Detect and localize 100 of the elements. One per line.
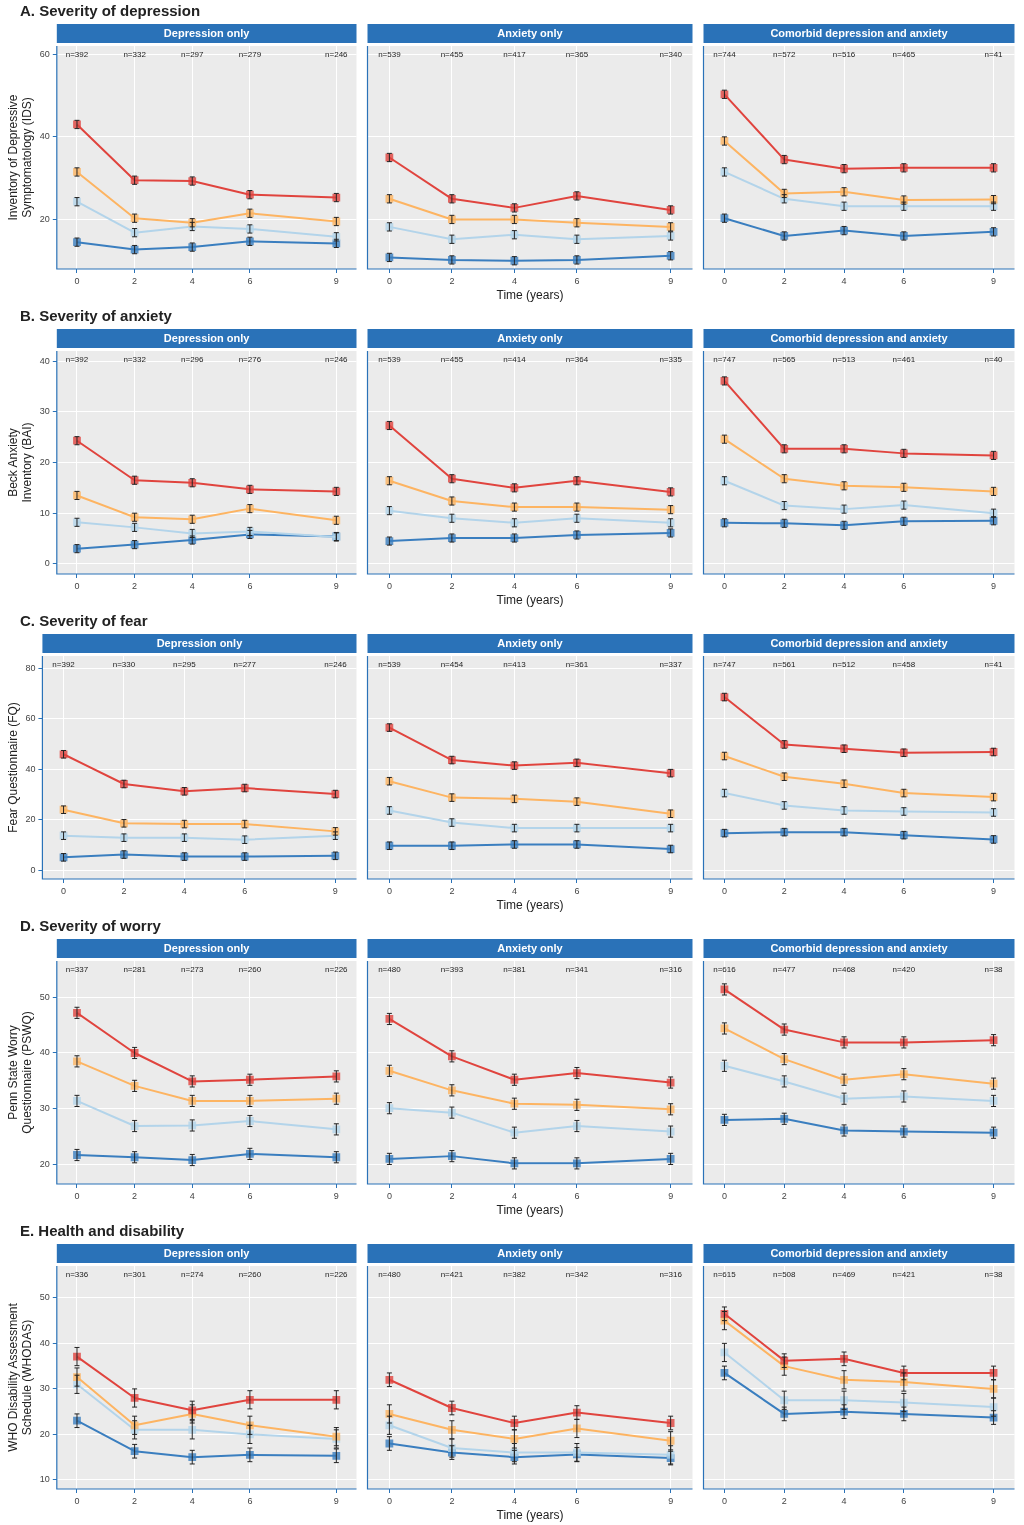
chart-subtitle: Anxiety only: [497, 26, 564, 39]
x-tick-label: 0: [386, 885, 392, 896]
x-tick-label: 4: [189, 580, 195, 591]
x-tick-label: 9: [991, 1190, 997, 1201]
annotation: n=392: [52, 660, 76, 670]
chart-title: D. Severity of worry: [19, 916, 162, 936]
x-axis-title: Time (years): [496, 1203, 564, 1218]
x-tick-label: 4: [841, 580, 847, 591]
annotation: n=616: [713, 965, 737, 975]
y-tick-label: 50: [39, 1292, 50, 1303]
annotation: n=561: [773, 660, 797, 670]
annotation: n=296: [181, 355, 205, 365]
x-tick-label: 4: [841, 275, 847, 286]
annotation: n=458: [892, 660, 916, 670]
x-tick-label: 2: [781, 1495, 787, 1506]
annotation: n=572: [773, 50, 797, 60]
chart-subtitle: Comorbid depression and anxiety: [770, 636, 949, 649]
annotation: n=480: [378, 965, 402, 975]
annotation: n=512: [832, 660, 856, 670]
x-tick-label: 0: [386, 580, 392, 591]
y-tick-label: 30: [39, 1383, 50, 1394]
x-tick-label: 0: [721, 275, 727, 286]
annotation: n=421: [440, 1270, 464, 1280]
x-tick-label: 2: [121, 885, 127, 896]
annotation: n=455: [440, 355, 464, 365]
x-axis-title: Time (years): [496, 288, 564, 303]
x-tick-label: 4: [189, 275, 195, 286]
x-tick-label: 4: [841, 885, 847, 896]
x-tick-label: 0: [74, 1495, 80, 1506]
chart-subtitle: Anxiety only: [497, 331, 564, 344]
y-tick-label: 0: [44, 558, 50, 569]
x-tick-label: 6: [247, 275, 253, 286]
x-axis-title: Time (years): [496, 1508, 564, 1523]
y-axis-title: Fear Questionnaire (FQ): [5, 702, 20, 833]
annotation: n=316: [659, 965, 683, 975]
x-tick-label: 9: [333, 1495, 339, 1506]
x-tick-label: 6: [901, 275, 907, 286]
x-tick-label: 4: [511, 580, 517, 591]
annotation: n=41: [984, 660, 1004, 670]
x-tick-label: 6: [247, 1495, 253, 1506]
x-tick-label: 0: [721, 1190, 727, 1201]
x-tick-label: 9: [333, 1190, 339, 1201]
annotation: n=341: [565, 965, 589, 975]
y-tick-label: 20: [39, 1158, 50, 1169]
x-tick-label: 9: [991, 885, 997, 896]
annotation: n=297: [181, 50, 205, 60]
x-tick-label: 6: [247, 580, 253, 591]
annotation: n=340: [659, 50, 683, 60]
y-tick-label: 10: [39, 507, 50, 518]
annotation: n=276: [238, 355, 262, 365]
x-tick-label: 6: [242, 885, 248, 896]
annotation: n=454: [440, 660, 464, 670]
annotation: n=417: [503, 50, 527, 60]
x-tick-label: 2: [781, 580, 787, 591]
x-tick-label: 0: [721, 885, 727, 896]
x-tick-label: 9: [668, 1495, 674, 1506]
x-tick-label: 0: [386, 275, 392, 286]
y-axis-title: Inventory of Depressive Symptomatology (IDS): [5, 94, 34, 221]
x-tick-label: 2: [132, 1495, 138, 1506]
annotation: n=40: [984, 355, 1004, 365]
x-tick-label: 6: [901, 1190, 907, 1201]
x-tick-label: 2: [781, 1190, 787, 1201]
x-tick-label: 6: [574, 885, 580, 896]
y-tick-label: 30: [39, 1103, 50, 1114]
y-tick-label: 50: [39, 991, 50, 1002]
chart-subtitle: Anxiety only: [497, 636, 564, 649]
chart-subtitle: Comorbid depression and anxiety: [770, 1246, 949, 1259]
annotation: n=565: [773, 355, 797, 365]
chart-subtitle: Depression only: [163, 1246, 251, 1259]
x-tick-label: 9: [991, 580, 997, 591]
x-tick-label: 0: [74, 1190, 80, 1201]
x-tick-label: 6: [574, 1190, 580, 1201]
annotation: n=469: [832, 1270, 856, 1280]
x-tick-label: 9: [333, 275, 339, 286]
x-tick-label: 2: [132, 1190, 138, 1201]
y-tick-label: 0: [30, 864, 36, 875]
annotation: n=539: [378, 660, 402, 670]
x-tick-label: 4: [181, 885, 187, 896]
x-tick-label: 2: [449, 1495, 455, 1506]
x-tick-label: 4: [189, 1495, 195, 1506]
x-tick-label: 9: [668, 885, 674, 896]
x-tick-label: 4: [841, 1495, 847, 1506]
x-tick-label: 4: [841, 1190, 847, 1201]
x-tick-label: 0: [386, 1190, 392, 1201]
annotation: n=392: [65, 355, 89, 365]
x-tick-label: 2: [781, 275, 787, 286]
annotation: n=246: [324, 660, 348, 670]
x-tick-label: 6: [574, 580, 580, 591]
x-tick-label: 2: [449, 275, 455, 286]
y-tick-label: 20: [39, 1428, 50, 1439]
annotation: n=337: [65, 965, 89, 975]
annotation: n=455: [440, 50, 464, 60]
chart-subtitle: Comorbid depression and anxiety: [770, 26, 949, 39]
annotation: n=260: [238, 965, 262, 975]
y-axis-title: Penn State Worry Questionnaire (PSWQ): [5, 1011, 34, 1134]
annotation: n=516: [832, 50, 856, 60]
annotation: n=381: [503, 965, 527, 975]
x-tick-label: 4: [511, 1495, 517, 1506]
annotation: n=539: [378, 355, 402, 365]
annotation: n=38: [984, 1270, 1004, 1280]
